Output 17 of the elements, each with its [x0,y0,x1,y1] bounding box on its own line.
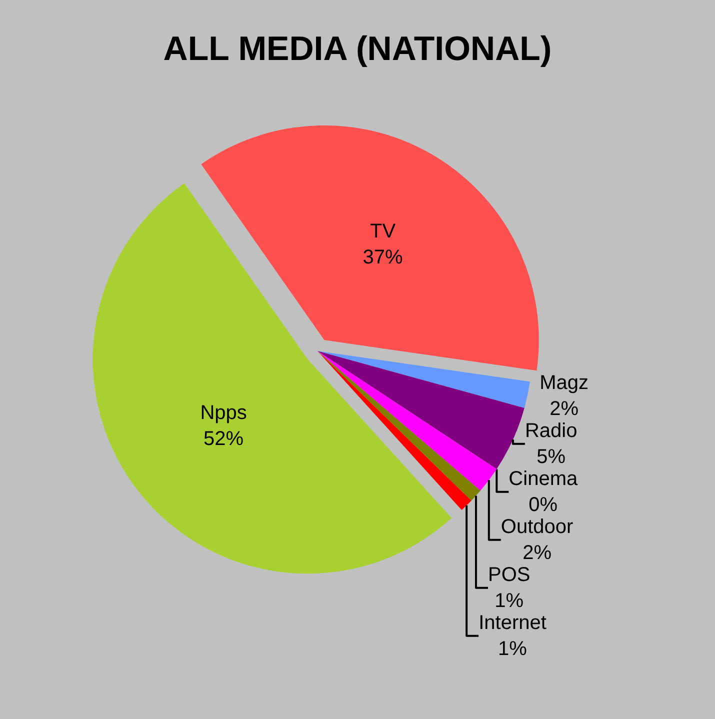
data-label: 5% [536,446,566,468]
slice-label: Radio [524,420,578,442]
data-label: 1% [498,638,528,660]
slice-label: Outdoor [500,516,574,538]
data-label: 37% [362,246,404,269]
slice-label: POS [488,564,530,586]
slice-label: Magz [540,372,588,394]
data-label: 2% [522,542,552,564]
chart-title: ALL MEDIA (NATIONAL) [163,30,552,68]
slice-label: Internet [478,612,547,634]
text: 0% [528,494,558,516]
legend-label: Cinema [508,468,578,490]
slice-label: Npps [200,402,247,424]
data-label: 52% [204,428,244,450]
data-label: 2% [550,398,579,420]
data-label: 1% [494,590,524,612]
slice-label: TV [370,220,396,243]
